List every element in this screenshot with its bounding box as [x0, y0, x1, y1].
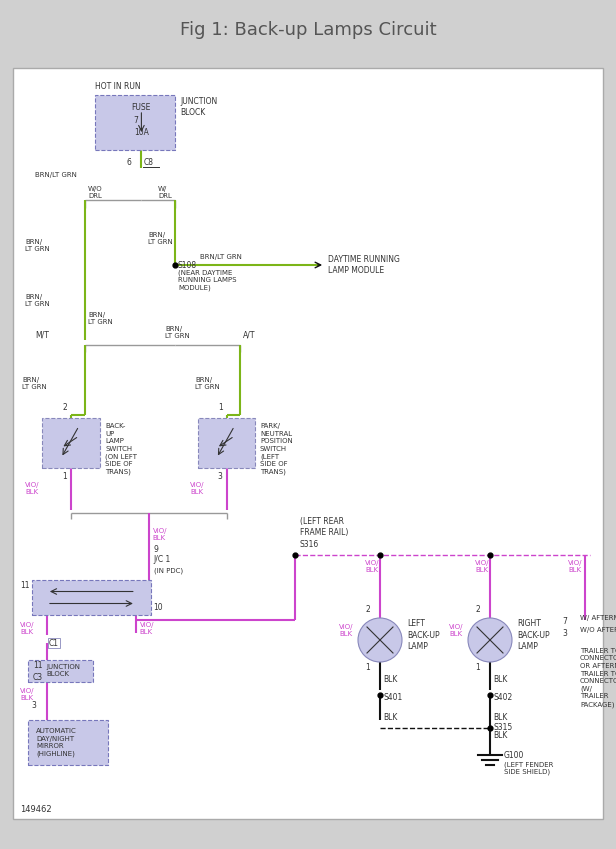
Bar — [28, 660, 93, 682]
Text: S402: S402 — [493, 694, 513, 702]
Text: S401: S401 — [383, 694, 402, 702]
Text: VIO/
BLK: VIO/ BLK — [153, 528, 168, 542]
Text: AUTOMATIC
DAY/NIGHT
MIRROR
(HIGHLINE): AUTOMATIC DAY/NIGHT MIRROR (HIGHLINE) — [36, 728, 77, 757]
Text: 2: 2 — [62, 403, 67, 412]
Text: 7: 7 — [133, 115, 138, 125]
Text: VIO/
BLK: VIO/ BLK — [475, 560, 489, 574]
Text: RIGHT
BACK-UP
LAMP: RIGHT BACK-UP LAMP — [517, 620, 549, 650]
Text: BRN/
LT GRN: BRN/ LT GRN — [195, 376, 220, 390]
Text: BLK: BLK — [493, 730, 508, 739]
Text: Fig 1: Back-up Lamps Circuit: Fig 1: Back-up Lamps Circuit — [180, 21, 436, 39]
Bar — [95, 95, 175, 150]
Text: BLK: BLK — [493, 676, 508, 684]
Text: 10A: 10A — [134, 127, 149, 137]
Text: VIO/
BLK: VIO/ BLK — [448, 623, 463, 637]
Text: LEFT
BACK-UP
LAMP: LEFT BACK-UP LAMP — [407, 620, 440, 650]
Text: VIO/
BLK: VIO/ BLK — [20, 621, 34, 634]
Text: BLK: BLK — [383, 676, 397, 684]
Text: (NEAR DAYTIME
RUNNING LAMPS
MODULE): (NEAR DAYTIME RUNNING LAMPS MODULE) — [178, 269, 237, 290]
Text: 2: 2 — [365, 605, 370, 615]
Text: BRN/
LT GRN: BRN/ LT GRN — [148, 232, 172, 245]
Text: S108: S108 — [178, 261, 197, 269]
Bar — [28, 720, 108, 765]
Text: BRN/LT GRN: BRN/LT GRN — [200, 254, 242, 260]
Text: C8: C8 — [144, 158, 153, 166]
Text: (LEFT REAR
FRAME RAIL)
S316: (LEFT REAR FRAME RAIL) S316 — [300, 517, 349, 548]
Text: VIO/
BLK: VIO/ BLK — [339, 623, 353, 637]
Text: J/C 1: J/C 1 — [154, 555, 171, 565]
Text: 2: 2 — [476, 605, 480, 615]
Text: 9: 9 — [154, 546, 159, 554]
Bar — [0, 0, 616, 60]
Text: BLK: BLK — [383, 713, 397, 722]
Text: W/O
DRL: W/O DRL — [88, 185, 103, 199]
Text: M/T: M/T — [35, 330, 49, 339]
Text: S315: S315 — [493, 723, 513, 733]
Text: (IN PDC): (IN PDC) — [154, 568, 183, 574]
Text: PARK/
NEUTRAL
POSITION
SWITCH
(LEFT
SIDE OF
TRANS): PARK/ NEUTRAL POSITION SWITCH (LEFT SIDE… — [260, 423, 293, 475]
Text: BACK-
UP
LAMP
SWITCH
(ON LEFT
SIDE OF
TRANS): BACK- UP LAMP SWITCH (ON LEFT SIDE OF TR… — [105, 423, 137, 475]
Text: BRN/
LT GRN: BRN/ LT GRN — [88, 312, 113, 324]
Text: W/O AFTERMARKET: W/O AFTERMARKET — [580, 627, 616, 633]
Text: JUNCTION
BLOCK: JUNCTION BLOCK — [46, 665, 80, 678]
Text: (LEFT FENDER
SIDE SHIELD): (LEFT FENDER SIDE SHIELD) — [504, 761, 553, 775]
Text: VIO/
BLK: VIO/ BLK — [568, 560, 582, 574]
Text: TRAILER TOW
CONNECTOR
OR AFTERMARKET
TRAILER TOW
CONNECTOR
(W/
TRAILER
PACKAGE): TRAILER TOW CONNECTOR OR AFTERMARKET TRA… — [580, 648, 616, 707]
Text: 1: 1 — [62, 472, 67, 481]
Text: BLK: BLK — [493, 713, 508, 722]
Bar — [198, 418, 255, 468]
Circle shape — [468, 618, 512, 662]
Text: BRN/
LT GRN: BRN/ LT GRN — [25, 294, 50, 306]
Text: 3: 3 — [562, 629, 567, 638]
Text: VIO/
BLK: VIO/ BLK — [365, 560, 379, 574]
Text: VIO/
BLK: VIO/ BLK — [20, 689, 34, 701]
Text: VIO/
BLK: VIO/ BLK — [25, 481, 39, 494]
Text: 7: 7 — [562, 617, 567, 627]
Text: 1: 1 — [365, 664, 370, 672]
Text: W/
DRL: W/ DRL — [158, 185, 172, 199]
Bar — [13, 68, 603, 819]
Text: G100: G100 — [504, 751, 524, 760]
Text: VIO/
BLK: VIO/ BLK — [190, 481, 205, 494]
Text: C3: C3 — [33, 672, 43, 682]
Text: W/ AFTERMARKET: W/ AFTERMARKET — [580, 615, 616, 621]
Text: 3: 3 — [31, 701, 36, 711]
Text: VIO/
BLK: VIO/ BLK — [140, 621, 154, 634]
Text: BRN/LT GRN: BRN/LT GRN — [35, 172, 77, 178]
Text: 11: 11 — [33, 661, 43, 670]
Text: BRN/
LT GRN: BRN/ LT GRN — [25, 239, 50, 251]
Circle shape — [358, 618, 402, 662]
Text: 1: 1 — [476, 664, 480, 672]
Text: JUNCTION
BLOCK: JUNCTION BLOCK — [180, 97, 217, 117]
Text: 3: 3 — [217, 472, 222, 481]
Text: 11: 11 — [20, 581, 30, 589]
Text: 6: 6 — [126, 158, 131, 166]
Text: 149462: 149462 — [20, 805, 52, 813]
Bar — [42, 418, 100, 468]
Bar — [32, 580, 151, 615]
Text: BRN/
LT GRN: BRN/ LT GRN — [165, 326, 190, 339]
Text: 10: 10 — [153, 603, 163, 611]
Text: HOT IN RUN: HOT IN RUN — [95, 82, 140, 91]
Text: C1: C1 — [49, 638, 59, 648]
Text: A/T: A/T — [243, 330, 256, 339]
Text: BRN/
LT GRN: BRN/ LT GRN — [22, 376, 47, 390]
Text: DAYTIME RUNNING
LAMP MODULE: DAYTIME RUNNING LAMP MODULE — [328, 255, 400, 275]
Text: FUSE: FUSE — [132, 103, 151, 111]
Text: 1: 1 — [217, 403, 222, 412]
